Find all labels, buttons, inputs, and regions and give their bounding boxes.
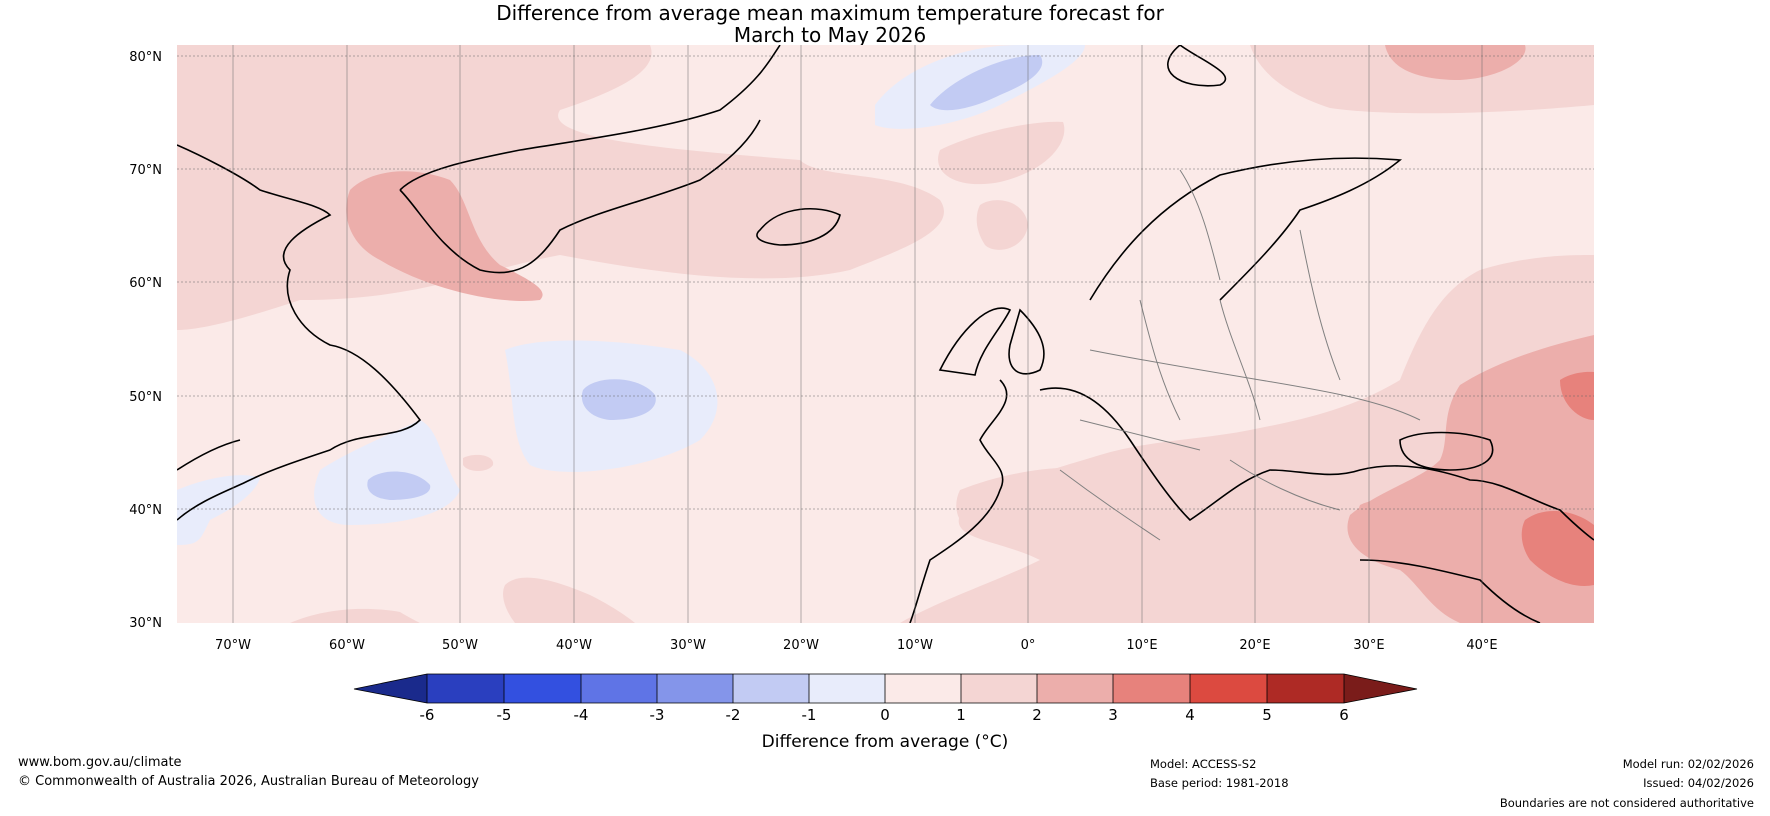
colorbar-tick-neg5: -5	[497, 706, 512, 724]
chart-title-line-1: Difference from average mean maximum tem…	[496, 1, 1164, 25]
anomaly-region-neg2-1-arctic	[930, 55, 1043, 111]
lon-label-20w: 20°W	[783, 638, 819, 653]
colorbar-over-arrow	[1344, 674, 1417, 703]
colorbar-tick-6: 6	[1339, 706, 1349, 724]
lat-label-70n: 70°N	[129, 163, 162, 178]
colorbar-bin-5-6	[1267, 674, 1344, 703]
anomaly-region-1-2-south-atlantic	[290, 608, 420, 623]
lon-label-20e: 20°E	[1239, 638, 1270, 653]
model-run-date: Model run: 02/02/2026	[1622, 757, 1754, 771]
anomaly-region-2-3-greenland-south	[346, 171, 543, 301]
lat-label-40n: 40°N	[129, 503, 162, 518]
anomaly-region-1-2-north-atlantic	[177, 45, 944, 330]
colorbar-bin-2-3	[1037, 674, 1113, 703]
colorbar-tick-3: 3	[1108, 706, 1118, 724]
colorbar-bin-neg3-neg2	[657, 674, 733, 703]
lon-label-40e: 40°E	[1466, 638, 1497, 653]
lon-label-0: 0°	[1021, 638, 1036, 653]
anomaly-region-1-2-norwegian-sea	[938, 121, 1065, 185]
lon-label-10w: 10°W	[897, 638, 933, 653]
colorbar-bin-1-2	[961, 674, 1037, 703]
lon-label-50w: 50°W	[442, 638, 478, 653]
colorbar-bin-neg5-neg4	[504, 674, 581, 703]
anomaly-region-3-4-middle-east	[1521, 510, 1594, 586]
colorbar-bin-neg4-neg3	[581, 674, 657, 703]
country-borders	[1059, 169, 1421, 541]
colorbar-tick-5: 5	[1262, 706, 1272, 724]
colorbar-under-arrow	[354, 674, 427, 703]
chart-title-line-2: March to May 2026	[733, 23, 927, 47]
colorbar-tick-neg6: -6	[420, 706, 435, 724]
anomaly-region-2-3-arctic	[1385, 45, 1526, 80]
colorbar: -6 -5 -4 -3 -2 -1 0 1 2 3 4 5 6 Differen…	[353, 673, 1418, 752]
colorbar-tick-2: 2	[1032, 706, 1042, 724]
boundaries-disclaimer: Boundaries are not considered authoritat…	[1499, 796, 1754, 810]
anomaly-region-neg1-0-coast	[177, 475, 260, 545]
model-name: Model: ACCESS-S2	[1150, 757, 1257, 771]
gridlines	[177, 55, 1594, 510]
lat-label-60n: 60°N	[129, 276, 162, 291]
anomaly-region-1-2-north-sea	[976, 200, 1028, 250]
lat-label-50n: 50°N	[129, 390, 162, 405]
lon-label-30e: 30°E	[1353, 638, 1384, 653]
colorbar-bin-0-1	[885, 674, 961, 703]
website-link[interactable]: www.bom.gov.au/climate	[18, 755, 182, 770]
anomaly-region-2-3-turkey	[1357, 497, 1440, 545]
anomaly-region-neg2-1-mid-atlantic	[581, 379, 656, 420]
colorbar-tick-4: 4	[1185, 706, 1195, 724]
anomaly-region-1-2-iberia-med	[956, 467, 1110, 535]
base-period: Base period: 1981-2018	[1150, 776, 1289, 790]
colorbar-tick-neg3: -3	[650, 706, 665, 724]
lon-label-30w: 30°W	[670, 638, 706, 653]
lat-label-30n: 30°N	[129, 616, 162, 631]
anomaly-field	[177, 45, 1594, 623]
colorbar-tick-1: 1	[956, 706, 966, 724]
lon-label-10e: 10°E	[1126, 638, 1157, 653]
anomaly-region-1-2-bay	[463, 454, 494, 471]
issued-date: Issued: 04/02/2026	[1643, 776, 1754, 790]
copyright-notice: © Commonwealth of Australia 2026, Austra…	[18, 774, 479, 789]
colorbar-tick-neg2: -2	[726, 706, 741, 724]
lon-label-40w: 40°W	[556, 638, 592, 653]
anomaly-region-1-2-azores	[503, 577, 635, 623]
colorbar-tick-0: 0	[880, 706, 890, 724]
colorbar-tick-neg4: -4	[574, 706, 589, 724]
meridians	[232, 45, 1483, 623]
colorbar-label: Difference from average (°C)	[762, 732, 1009, 752]
colorbar-bin-3-4	[1113, 674, 1190, 703]
colorbar-bin-neg6-neg5	[427, 674, 504, 703]
lon-label-70w: 70°W	[215, 638, 251, 653]
lat-label-80n: 80°N	[129, 50, 162, 65]
colorbar-bin-4-5	[1190, 674, 1267, 703]
lon-label-60w: 60°W	[329, 638, 365, 653]
colorbar-bin-neg1-0	[809, 674, 885, 703]
colorbar-tick-neg1: -1	[802, 706, 817, 724]
coastlines	[177, 45, 1594, 623]
colorbar-bin-neg2-neg1	[733, 674, 809, 703]
anomaly-region-neg2-1-west	[367, 471, 431, 500]
